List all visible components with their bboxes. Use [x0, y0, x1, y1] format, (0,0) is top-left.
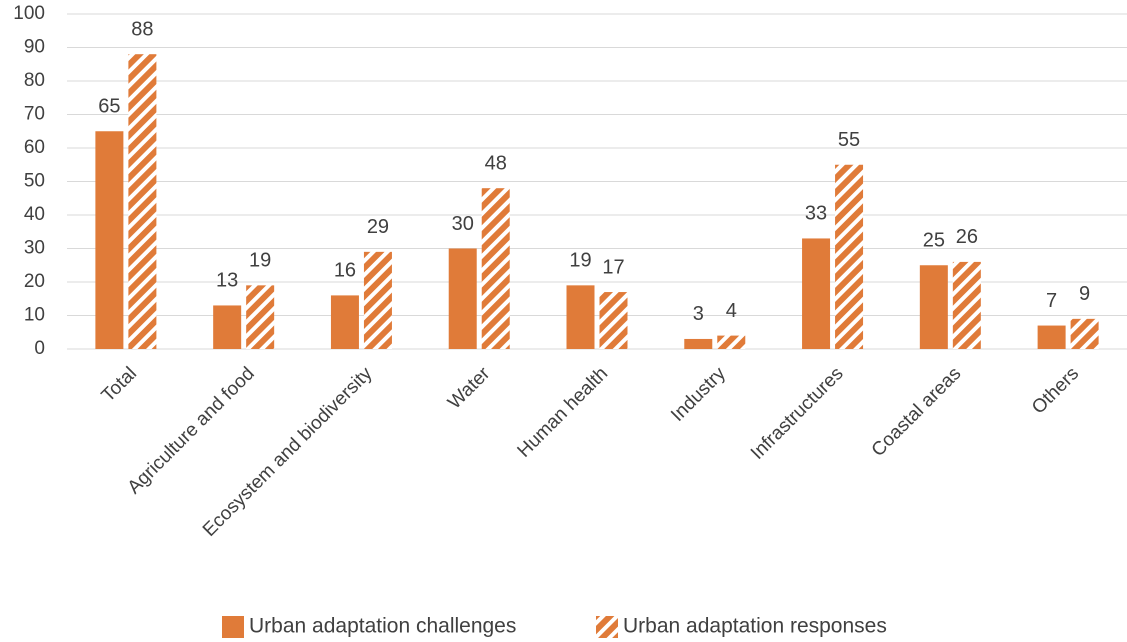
- bar: [684, 338, 713, 349]
- legend-label: Urban adaptation challenges: [249, 615, 516, 638]
- data-label: 3: [693, 303, 704, 325]
- data-label: 25: [923, 230, 945, 252]
- x-tick-label: Human health: [514, 363, 612, 461]
- bar: [1070, 318, 1099, 349]
- data-label: 19: [569, 250, 591, 272]
- y-tick-label: 20: [24, 271, 45, 292]
- y-tick-label: 90: [24, 37, 45, 58]
- data-label: 88: [131, 18, 153, 40]
- bar: [717, 335, 746, 349]
- x-tick-label: Infrastructures: [747, 363, 848, 464]
- data-label: 29: [367, 216, 389, 238]
- data-label: 17: [602, 256, 624, 278]
- bar: [481, 188, 510, 349]
- bar: [919, 265, 948, 349]
- bar: [213, 305, 242, 349]
- x-tick-label: Agriculture and food: [124, 363, 259, 498]
- legend-swatch: [596, 616, 618, 638]
- data-label: 26: [956, 226, 978, 248]
- data-label: 30: [452, 213, 474, 235]
- x-tick-label: Water: [444, 363, 495, 414]
- data-label: 33: [805, 203, 827, 225]
- y-tick-label: 10: [24, 305, 45, 326]
- bar: [1037, 325, 1066, 349]
- data-label: 19: [249, 250, 271, 272]
- bar: [835, 164, 864, 349]
- y-tick-label: 30: [24, 238, 45, 259]
- x-tick-label: Total: [98, 363, 141, 406]
- bar: [802, 238, 831, 349]
- bar: [363, 251, 392, 349]
- bar: [128, 54, 157, 349]
- bar: [599, 292, 628, 349]
- data-label: 16: [334, 260, 356, 282]
- legend-swatch: [222, 616, 244, 638]
- data-label: 55: [838, 129, 860, 151]
- y-tick-label: 40: [24, 204, 45, 225]
- y-tick-label: 70: [24, 104, 45, 125]
- x-tick-label: Others: [1028, 363, 1083, 418]
- y-tick-label: 0: [34, 338, 45, 359]
- y-tick-label: 80: [24, 70, 45, 91]
- bar: [95, 131, 124, 349]
- bar: [448, 248, 477, 349]
- data-label: 13: [216, 270, 238, 292]
- bar: [330, 295, 359, 349]
- bar: [246, 285, 275, 349]
- bar: [952, 261, 981, 349]
- data-label: 4: [726, 300, 737, 322]
- data-label: 9: [1079, 283, 1090, 305]
- data-label: 7: [1046, 290, 1057, 312]
- bar: [566, 285, 595, 349]
- data-label: 65: [98, 96, 120, 118]
- y-tick-label: 100: [13, 3, 45, 24]
- x-tick-label: Coastal areas: [868, 363, 966, 461]
- x-tick-label: Industry: [667, 363, 730, 426]
- y-tick-label: 60: [24, 137, 45, 158]
- data-label: 48: [485, 152, 507, 174]
- y-tick-label: 50: [24, 171, 45, 192]
- legend-label: Urban adaptation responses: [623, 615, 887, 638]
